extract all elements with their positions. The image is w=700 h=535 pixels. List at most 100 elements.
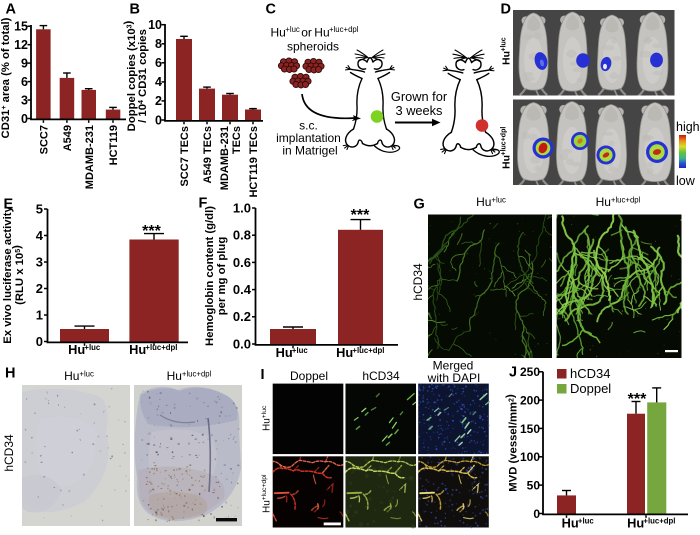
svg-text:B: B xyxy=(130,2,140,18)
svg-text:C: C xyxy=(266,2,277,18)
svg-text:9: 9 xyxy=(21,57,28,71)
svg-text:+luc+dpl: +luc+dpl xyxy=(261,474,268,500)
svg-text:Hu: Hu xyxy=(596,195,611,209)
svg-text:A: A xyxy=(6,2,17,18)
svg-text:3: 3 xyxy=(36,254,43,269)
svg-text:/ 104 CD31 copies: / 104 CD31 copies xyxy=(137,29,149,123)
svg-text:10: 10 xyxy=(148,18,162,32)
svg-text:0: 0 xyxy=(36,334,43,349)
svg-text:Hu: Hu xyxy=(562,516,579,531)
svg-text:0: 0 xyxy=(155,113,162,127)
svg-text:s.c.: s.c. xyxy=(299,119,318,133)
svg-text:MDAMB-231: MDAMB-231 xyxy=(219,126,231,190)
svg-text:with DAPI: with DAPI xyxy=(427,371,481,385)
svg-text:per mg of plug: per mg of plug xyxy=(216,237,228,316)
svg-text:HCT119: HCT119 xyxy=(108,125,120,165)
svg-text:G: G xyxy=(414,197,425,213)
svg-text:+luc+dpl: +luc+dpl xyxy=(501,127,508,156)
svg-text:H: H xyxy=(5,366,15,382)
svg-text:50: 50 xyxy=(527,478,541,492)
svg-text:Merged: Merged xyxy=(433,359,474,373)
svg-text:0: 0 xyxy=(21,112,28,126)
svg-text:4: 4 xyxy=(155,75,162,89)
svg-text:CD31+ area (% of total): CD31+ area (% of total) xyxy=(0,17,12,138)
svg-text:***: *** xyxy=(628,391,647,408)
svg-text:hCD34: hCD34 xyxy=(570,366,610,381)
svg-text:Hu: Hu xyxy=(501,155,513,169)
svg-text:Hu: Hu xyxy=(271,26,286,40)
svg-text:+luc+dpl: +luc+dpl xyxy=(611,195,641,204)
svg-text:+luc: +luc xyxy=(261,405,268,418)
svg-text:0.8: 0.8 xyxy=(233,228,251,243)
svg-text:***: *** xyxy=(142,223,161,240)
svg-text:low: low xyxy=(676,174,696,188)
svg-text:8: 8 xyxy=(155,37,162,51)
svg-text:F: F xyxy=(199,196,208,212)
svg-text:3 weeks: 3 weeks xyxy=(396,103,443,118)
svg-text:hCD34: hCD34 xyxy=(362,369,400,383)
svg-text:MVD (vessel/mm2): MVD (vessel/mm2) xyxy=(504,394,519,492)
svg-text:E: E xyxy=(4,197,14,213)
svg-text:HCT119 TECs: HCT119 TECs xyxy=(248,126,260,198)
svg-text:+luc+dpl: +luc+dpl xyxy=(329,25,359,34)
svg-text:6: 6 xyxy=(155,56,162,70)
svg-text:2: 2 xyxy=(155,94,162,108)
svg-text:Doppel copies (x103): Doppel copies (x103) xyxy=(123,20,138,131)
svg-text:Doppel: Doppel xyxy=(570,381,611,396)
svg-text:A549 TECs: A549 TECs xyxy=(202,126,214,183)
svg-text:I: I xyxy=(261,367,265,383)
svg-text:Hu: Hu xyxy=(476,195,491,209)
svg-text:Grown for: Grown for xyxy=(391,89,448,104)
svg-text:in Matrigel: in Matrigel xyxy=(282,144,337,158)
svg-text:Hu: Hu xyxy=(262,500,273,513)
svg-text:(RLU x 105): (RLU x 105) xyxy=(11,245,26,305)
svg-text:+luc+dpl: +luc+dpl xyxy=(182,369,212,378)
svg-text:+luc+dpl: +luc+dpl xyxy=(643,517,675,526)
svg-text:3: 3 xyxy=(21,93,28,107)
svg-text:15: 15 xyxy=(14,20,28,34)
svg-text:J: J xyxy=(509,365,517,381)
svg-text:hCD34: hCD34 xyxy=(2,434,16,472)
svg-text:+luc+dpl: +luc+dpl xyxy=(352,346,384,355)
svg-text:+luc: +luc xyxy=(292,346,308,355)
svg-text:0.4: 0.4 xyxy=(233,282,252,297)
svg-text:Hu: Hu xyxy=(501,51,513,65)
svg-text:+luc: +luc xyxy=(79,369,94,378)
svg-text:SCC7: SCC7 xyxy=(39,125,51,154)
svg-text:high: high xyxy=(676,120,700,134)
svg-text:2: 2 xyxy=(36,281,43,296)
svg-text:0: 0 xyxy=(533,507,540,521)
svg-text:250: 250 xyxy=(520,365,540,379)
svg-text:Hu: Hu xyxy=(314,26,329,40)
svg-text:implantation: implantation xyxy=(276,131,341,145)
svg-text:***: *** xyxy=(351,207,370,224)
svg-text:+luc: +luc xyxy=(491,195,506,204)
svg-text:SCC7 TECs: SCC7 TECs xyxy=(179,126,191,187)
svg-text:+luc: +luc xyxy=(84,343,100,352)
svg-text:1.0: 1.0 xyxy=(233,200,251,215)
svg-text:Hu: Hu xyxy=(262,418,273,431)
svg-text:0.0: 0.0 xyxy=(233,336,251,351)
svg-text:Hu: Hu xyxy=(64,369,79,383)
svg-text:200: 200 xyxy=(520,393,540,407)
svg-text:Hu: Hu xyxy=(129,342,146,357)
svg-text:Hu: Hu xyxy=(167,369,182,383)
svg-text:MDAMB-231: MDAMB-231 xyxy=(84,125,96,189)
svg-text:0.6: 0.6 xyxy=(233,255,251,270)
svg-text:6: 6 xyxy=(21,75,28,89)
svg-text:hCD34: hCD34 xyxy=(411,263,425,301)
svg-text:Hemoglobin content (g/dl): Hemoglobin content (g/dl) xyxy=(204,206,216,346)
svg-text:+luc: +luc xyxy=(578,517,594,526)
svg-text:spheroids: spheroids xyxy=(287,40,339,54)
svg-text:D: D xyxy=(501,2,511,18)
svg-text:Hu: Hu xyxy=(276,345,293,360)
svg-text:1: 1 xyxy=(36,307,43,322)
svg-text:Hu: Hu xyxy=(627,516,644,531)
svg-text:Doppel: Doppel xyxy=(290,369,328,383)
svg-text:Hu: Hu xyxy=(68,342,85,357)
svg-text:or: or xyxy=(301,26,312,40)
svg-text:+luc: +luc xyxy=(501,37,508,51)
svg-text:+luc+dpl: +luc+dpl xyxy=(145,343,177,352)
svg-text:TECs: TECs xyxy=(231,126,243,154)
svg-text:100: 100 xyxy=(520,450,540,464)
